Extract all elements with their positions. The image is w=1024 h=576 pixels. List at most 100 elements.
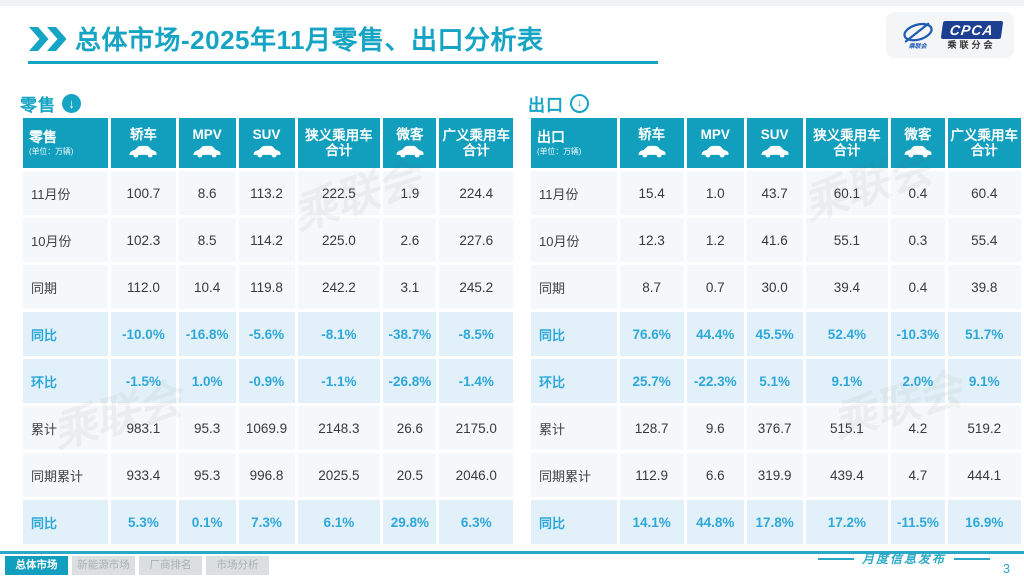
title-underline: [28, 61, 658, 64]
dash-right: [954, 557, 991, 560]
column-label: 广义乘用车 合计: [442, 127, 510, 158]
cell: 224.4: [439, 171, 513, 215]
cell: 9.1%: [947, 359, 1021, 403]
footer-tab-nev-market[interactable]: 新能源市场: [72, 556, 135, 575]
cell: 55.4: [947, 218, 1021, 262]
footer-tab-manufacturer-ranking[interactable]: 厂商排名: [139, 556, 202, 575]
cell: 439.4: [805, 453, 889, 497]
cell: 45.5%: [746, 312, 803, 356]
cell: 4.2: [891, 406, 945, 450]
corner-label: 出口: [537, 128, 565, 145]
footer-tab-overall-market[interactable]: 总体市场: [5, 556, 68, 575]
cell: -38.7%: [383, 312, 437, 356]
table-row: 10月份 12.3 1.2 41.6 55.1 0.3 55.4: [531, 218, 1021, 262]
row-label: 同比: [531, 312, 617, 356]
column-header: 广义乘用车 合计: [439, 118, 513, 168]
cell: 933.4: [111, 453, 176, 497]
cell: 17.2%: [805, 500, 889, 544]
row-label: 累计: [531, 406, 617, 450]
cell: 2.0%: [891, 359, 945, 403]
row-label: 同比: [23, 312, 109, 356]
cell: 9.6: [686, 406, 744, 450]
column-header: 轿车: [111, 118, 176, 168]
column-header: 轿车: [619, 118, 684, 168]
retail-table-container: 零售 (单位：万辆) 轿车 MPV SUV 狭义乘用车 合计 微客 广义乘用车 合计 11月份 100…: [20, 115, 516, 547]
footer-tab-bar: 总体市场 新能源市场 厂商排名 市场分析: [5, 556, 269, 575]
table-row: 同比 5.3% 0.1% 7.3% 6.1% 29.8% 6.3%: [23, 500, 513, 544]
cell: -16.8%: [178, 312, 236, 356]
cell: 26.6: [383, 406, 437, 450]
table-corner-cell: 出口 (单位：万辆): [531, 118, 617, 168]
column-label: 微客: [904, 127, 932, 143]
cpca-logo-mark: 乘联会: [899, 21, 937, 50]
header-row: 零售 (单位：万辆) 轿车 MPV SUV 狭义乘用车 合计 微客 广义乘用车 合计: [23, 118, 513, 168]
cell: 119.8: [238, 265, 295, 309]
page-title-row: 总体市场-2025年11月零售、出口分析表: [28, 20, 544, 57]
cell: 100.7: [111, 171, 176, 215]
cell: 6.1%: [297, 500, 381, 544]
cpca-swoosh-icon: [902, 22, 933, 43]
cell: 319.9: [746, 453, 803, 497]
cell: 515.1: [805, 406, 889, 450]
cell: 5.1%: [746, 359, 803, 403]
cell: 0.3: [891, 218, 945, 262]
data-table: 零售 (单位：万辆) 轿车 MPV SUV 狭义乘用车 合计 微客 广义乘用车 合计 11月份 100…: [20, 115, 516, 547]
cell: 245.2: [439, 265, 513, 309]
cell: 3.1: [383, 265, 437, 309]
cell: 114.2: [238, 218, 295, 262]
down-arrow-circle-icon: ↓: [62, 93, 81, 113]
cell: 1.0%: [178, 359, 236, 403]
cell: 0.4: [891, 265, 945, 309]
page-title: 总体市场-2025年11月零售、出口分析表: [75, 20, 544, 57]
cpca-mark-caption: 乘联会: [908, 43, 927, 50]
cell: 43.7: [746, 171, 803, 215]
cell: -11.5%: [891, 500, 945, 544]
column-header: SUV: [238, 118, 295, 168]
cell: 1.2: [686, 218, 744, 262]
cell: 76.6%: [619, 312, 684, 356]
cell: 519.2: [947, 406, 1021, 450]
table-row: 环比 -1.5% 1.0% -0.9% -1.1% -26.8% -1.4%: [23, 359, 513, 403]
cell: 225.0: [297, 218, 381, 262]
table-row: 同比 14.1% 44.8% 17.8% 17.2% -11.5% 16.9%: [531, 500, 1021, 544]
cell: 7.3%: [238, 500, 295, 544]
column-header: 广义乘用车 合计: [947, 118, 1021, 168]
column-label: 狭义乘用车 合计: [305, 127, 373, 158]
footer-tab-market-analysis[interactable]: 市场分析: [206, 556, 269, 575]
cell: 44.8%: [686, 500, 744, 544]
retail-panel: 零售 ↓ 零售 (单位：万辆) 轿车 MPV SUV 狭义乘用车 合计 微客 广义乘用车 合计 11…: [20, 92, 516, 547]
cell: 51.7%: [947, 312, 1021, 356]
cell: 17.8%: [746, 500, 803, 544]
dash-left: [818, 557, 854, 560]
column-label: 狭义乘用车 合计: [813, 127, 881, 158]
cell: 15.4: [619, 171, 684, 215]
corner-label: 零售: [29, 128, 57, 145]
unit-label: (单位：万辆): [29, 146, 74, 156]
table-row: 10月份 102.3 8.5 114.2 225.0 2.6 227.6: [23, 218, 513, 262]
down-arrow-ring-icon: ↓: [570, 93, 589, 113]
table-row: 同期累计 933.4 95.3 996.8 2025.5 20.5 2046.0: [23, 453, 513, 497]
cell: -26.8%: [383, 359, 437, 403]
column-header: MPV: [686, 118, 744, 168]
row-label: 11月份: [23, 171, 109, 215]
cell: -0.9%: [238, 359, 295, 403]
cell: 242.2: [297, 265, 381, 309]
column-header: 微客: [383, 118, 437, 168]
cell: 6.6: [686, 453, 744, 497]
cell: 9.1%: [805, 359, 889, 403]
table-row: 同期 8.7 0.7 30.0 39.4 0.4 39.8: [531, 265, 1021, 309]
row-label: 累计: [23, 406, 109, 450]
cell: 1.9: [383, 171, 437, 215]
cell: 0.7: [686, 265, 744, 309]
cell: 0.1%: [178, 500, 236, 544]
row-label: 同期: [531, 265, 617, 309]
cpca-name-cn: 乘联分会: [947, 39, 996, 50]
cpca-acronym-badge: CPCA: [940, 20, 1003, 39]
column-label: MPV: [192, 127, 222, 143]
cpca-logo-text: CPCA 乘联分会: [940, 20, 1003, 50]
cell: 2.6: [383, 218, 437, 262]
cell: 14.1%: [619, 500, 684, 544]
retail-section-label: 零售: [20, 95, 56, 115]
double-chevron-icon: [29, 26, 66, 51]
cell: 5.3%: [111, 500, 176, 544]
